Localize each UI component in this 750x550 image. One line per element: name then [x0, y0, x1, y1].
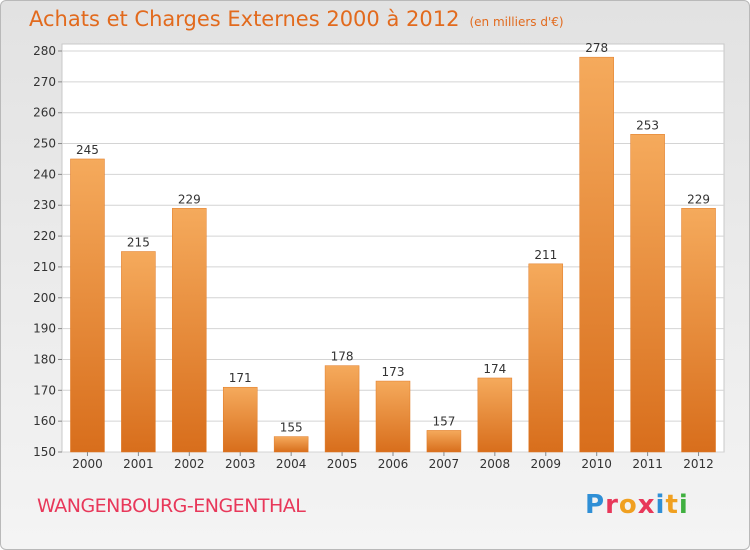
x-tick-label: 2011 [632, 457, 663, 471]
bar [426, 430, 462, 453]
y-tick-label: 200 [33, 291, 56, 305]
y-tick-label: 220 [33, 229, 56, 243]
bar [273, 436, 309, 453]
town-name: WANGENBOURG-ENGENTHAL [37, 495, 306, 517]
y-tick-label: 150 [33, 445, 56, 459]
logo-letter: r [605, 490, 619, 520]
bar-value-label: 155 [280, 421, 303, 435]
bar [579, 56, 614, 453]
y-axis: 150 160 170 180 190 200 210 220 230 240 250 260 270 2… [33, 44, 62, 459]
y-tick-label: 190 [33, 322, 56, 336]
bar-value-label: 178 [331, 350, 354, 364]
x-axis: 2000 2001 2002 2003 2004 2005 2006 2007 2008 2009… [72, 452, 714, 471]
y-tick-label: 270 [33, 75, 56, 89]
chart-subtitle: (en milliers d'€) [469, 15, 564, 29]
y-tick-label: 230 [33, 198, 56, 212]
chart-title: Achats et Charges Externes 2000 à 2012 (e… [29, 7, 564, 31]
bar [477, 377, 513, 453]
x-tick-label: 2012 [683, 457, 714, 471]
x-tick-label: 2004 [276, 457, 307, 471]
bar-value-label: 229 [178, 192, 201, 206]
bar-value-label: 215 [127, 236, 150, 250]
y-tick-label: 210 [33, 260, 56, 274]
bar-value-label: 245 [76, 143, 99, 157]
bar-value-label: 211 [534, 248, 557, 262]
bar-value-label: 174 [483, 362, 506, 376]
proxiti-logo: Proxiti [585, 490, 689, 520]
bar [324, 365, 360, 453]
logo-letter: P [585, 490, 606, 520]
bar [172, 208, 207, 453]
logo-letter: t [665, 490, 679, 520]
bar [528, 263, 564, 453]
title-text: Achats et Charges Externes 2000 à 2012 [29, 7, 460, 31]
x-tick-label: 2005 [327, 457, 358, 471]
x-tick-label: 2009 [530, 457, 561, 471]
x-tick-label: 2008 [480, 457, 511, 471]
y-tick-label: 180 [33, 352, 56, 366]
bar-value-label: 171 [229, 371, 252, 385]
bar [70, 158, 105, 453]
logo-letter: i [678, 490, 689, 520]
logo-letter: x [637, 490, 656, 520]
x-tick-label: 2010 [581, 457, 612, 471]
x-tick-label: 2000 [72, 457, 103, 471]
bar [375, 380, 411, 453]
bar-value-label: 229 [687, 192, 710, 206]
y-tick-label: 170 [33, 383, 56, 397]
logo-letter: i [655, 490, 666, 520]
logo-letter: o [618, 490, 638, 520]
bar-value-label: 253 [636, 118, 659, 132]
x-tick-label: 2002 [174, 457, 205, 471]
x-tick-label: 2003 [225, 457, 256, 471]
y-tick-label: 250 [33, 137, 56, 151]
x-tick-label: 2001 [123, 457, 154, 471]
y-tick-label: 280 [33, 44, 56, 58]
bar [222, 386, 258, 453]
bar [630, 134, 665, 453]
y-tick-label: 260 [33, 106, 56, 120]
y-tick-label: 240 [33, 167, 56, 181]
bar [681, 208, 716, 453]
bar [121, 251, 156, 453]
bar-value-label: 278 [585, 41, 608, 55]
bars: 245 215 229 171 155 178 173 157 174 211 278 253 229 [70, 41, 716, 453]
bar-value-label: 173 [382, 365, 405, 379]
bar-value-label: 157 [432, 414, 455, 428]
x-tick-label: 2006 [378, 457, 409, 471]
y-tick-label: 160 [33, 414, 56, 428]
x-tick-label: 2007 [429, 457, 460, 471]
